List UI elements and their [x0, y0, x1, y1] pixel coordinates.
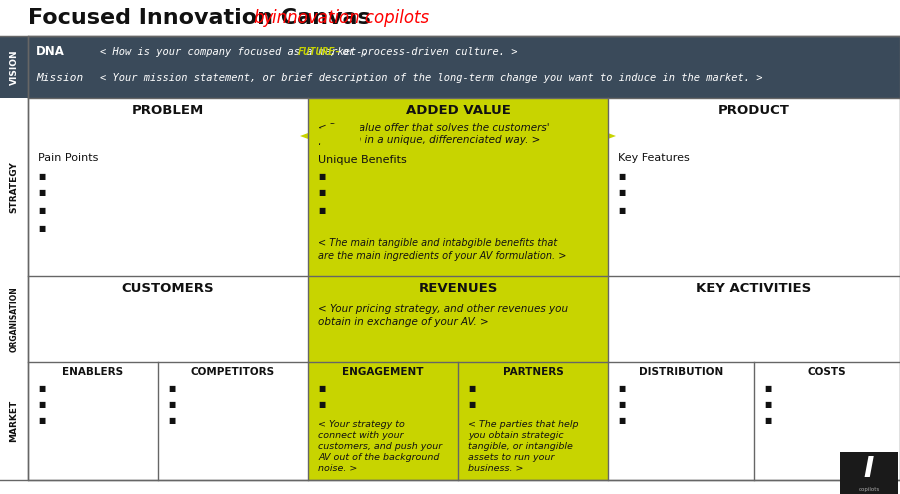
Text: ■: ■ [38, 224, 45, 234]
Text: Pain Points: Pain Points [38, 153, 98, 163]
Bar [0, 0, 900, 36]
Text: noise. >: noise. > [318, 463, 357, 472]
Text: ■: ■ [764, 383, 771, 393]
Text: < Your pricing strategy, and other revenues you: < Your pricing strategy, and other reven… [318, 304, 568, 314]
Text: assets to run your: assets to run your [468, 453, 554, 461]
Bar [158, 362, 308, 480]
Text: ORGANISATION: ORGANISATION [10, 286, 19, 352]
Text: ■: ■ [168, 415, 176, 424]
Text: ■: ■ [38, 415, 45, 424]
Text: I: I [864, 455, 874, 483]
Text: ■: ■ [764, 400, 771, 409]
Bar [458, 362, 608, 480]
Bar [608, 98, 900, 276]
Bar [754, 362, 900, 480]
Text: COSTS: COSTS [807, 367, 846, 377]
Text: ■: ■ [318, 189, 325, 198]
Text: COMPETITORS: COMPETITORS [191, 367, 275, 377]
Text: < Your mission statement, or brief description of the long-term change you want : < Your mission statement, or brief descr… [100, 73, 762, 83]
Text: ■: ■ [318, 171, 325, 180]
Text: you obtain strategic: you obtain strategic [468, 430, 563, 440]
Bar [28, 362, 158, 480]
Text: < The parties that help: < The parties that help [468, 419, 579, 428]
Text: < Your strategy to: < Your strategy to [318, 419, 405, 428]
Text: by: by [253, 9, 274, 27]
Text: MARKET: MARKET [10, 400, 19, 442]
Text: ENGAGEMENT: ENGAGEMENT [342, 367, 424, 377]
Bar [308, 276, 608, 362]
Text: Key Features: Key Features [618, 153, 689, 163]
Text: ■: ■ [38, 206, 45, 215]
Text: ■: ■ [318, 383, 325, 393]
Text: ■: ■ [38, 383, 45, 393]
Bar [0, 36, 900, 98]
Text: FUTURE-: FUTURE- [298, 47, 342, 57]
Text: DNA: DNA [36, 45, 65, 58]
Text: ■: ■ [468, 400, 475, 409]
Bar [28, 276, 308, 362]
Text: KEY ACTIVITIES: KEY ACTIVITIES [697, 283, 812, 295]
Text: VISION: VISION [10, 49, 19, 85]
Text: ■: ■ [618, 189, 626, 198]
Text: ■: ■ [468, 383, 475, 393]
Text: ■: ■ [764, 415, 771, 424]
Text: ■: ■ [318, 400, 325, 409]
Text: Focused Innovation Canvas: Focused Innovation Canvas [28, 8, 371, 28]
Text: < How is your company focused as a market-,: < How is your company focused as a marke… [100, 47, 375, 57]
Text: ■: ■ [618, 415, 626, 424]
Text: Unique Benefits: Unique Benefits [318, 155, 407, 165]
Text: ■: ■ [618, 171, 626, 180]
Text: DISTRIBUTION: DISTRIBUTION [639, 367, 723, 377]
Bar [28, 98, 308, 276]
Text: ■: ■ [318, 206, 325, 215]
Polygon shape [556, 114, 616, 158]
Text: ■: ■ [168, 383, 176, 393]
Text: ■: ■ [38, 400, 45, 409]
Text: < The value offer that solves the customers': < The value offer that solves the custom… [318, 123, 550, 133]
Bar [608, 276, 900, 362]
Text: ■: ■ [38, 189, 45, 198]
Text: PROBLEM: PROBLEM [132, 105, 204, 118]
Text: PRODUCT: PRODUCT [718, 105, 790, 118]
Text: , or process-driven culture. >: , or process-driven culture. > [329, 47, 517, 57]
Bar [28, 36, 900, 480]
Bar [0, 36, 28, 98]
Text: innovation copilots: innovation copilots [272, 9, 429, 27]
Text: STRATEGY: STRATEGY [10, 161, 19, 213]
Text: business. >: business. > [468, 463, 524, 472]
Text: PARTNERS: PARTNERS [502, 367, 563, 377]
Text: obtain in exchange of your AV. >: obtain in exchange of your AV. > [318, 317, 489, 327]
Text: ■: ■ [38, 171, 45, 180]
Text: AV out of the background: AV out of the background [318, 453, 439, 461]
Text: copilots: copilots [859, 487, 879, 492]
Text: connect with your: connect with your [318, 430, 403, 440]
Bar [308, 362, 458, 480]
Bar [308, 98, 608, 276]
Text: ENABLERS: ENABLERS [62, 367, 123, 377]
Text: ■: ■ [168, 400, 176, 409]
Text: are the main ingredients of your AV formulation. >: are the main ingredients of your AV form… [318, 251, 566, 261]
Text: tangible, or intangible: tangible, or intangible [468, 442, 573, 451]
Text: customers, and push your: customers, and push your [318, 442, 442, 451]
Text: ADDED VALUE: ADDED VALUE [406, 105, 510, 118]
Text: problem in a unique, differenciated way. >: problem in a unique, differenciated way.… [318, 135, 540, 145]
Text: Mission: Mission [36, 73, 83, 83]
Bar [840, 452, 898, 494]
Bar [608, 362, 754, 480]
Text: < The main tangible and intabgible benefits that: < The main tangible and intabgible benef… [318, 238, 557, 248]
Text: ■: ■ [618, 400, 626, 409]
Text: REVENUES: REVENUES [418, 283, 498, 295]
Text: ■: ■ [618, 206, 626, 215]
Text: ■: ■ [618, 383, 626, 393]
Polygon shape [300, 114, 360, 158]
Text: CUSTOMERS: CUSTOMERS [122, 283, 214, 295]
